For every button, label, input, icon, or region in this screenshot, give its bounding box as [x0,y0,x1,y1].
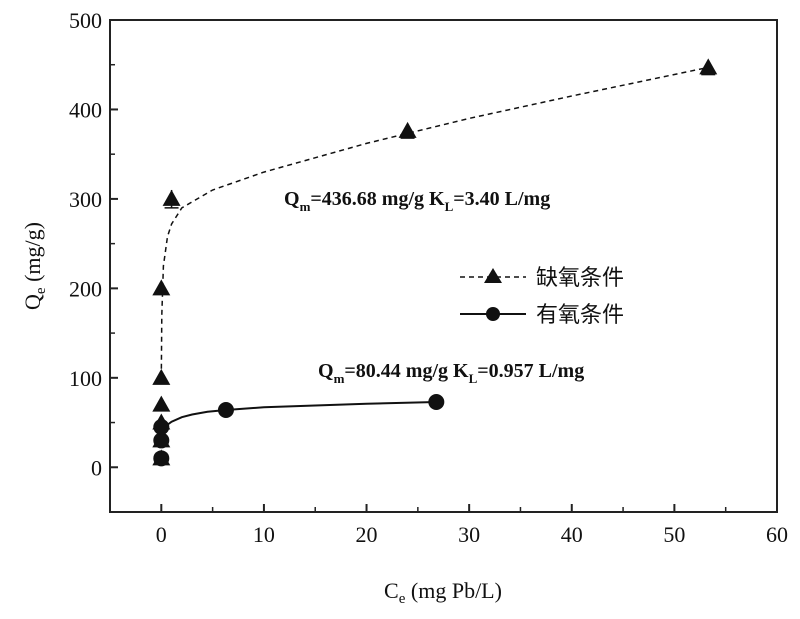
y-tick-label: 200 [69,276,102,301]
annotation-aerobic: Qm=80.44 mg/g KL=0.957 L/mg [318,360,584,386]
legend-label-anoxic: 缺氧条件 [536,265,624,290]
legend: 缺氧条件 有氧条件 [460,265,624,327]
data-point-aerobic [153,450,170,467]
x-tick-label: 50 [663,522,685,547]
x-tick-label: 60 [766,522,788,547]
data-point-anoxic [162,189,181,206]
y-tick-label: 0 [91,455,102,480]
data-point-aerobic [217,402,234,419]
y-tick-label: 400 [69,97,102,122]
x-tick-label: 20 [356,522,378,547]
legend-marker-anoxic [484,268,502,283]
x-tick-label: 40 [561,522,583,547]
x-tick-label: 10 [253,522,275,547]
y-tick-label: 300 [69,187,102,212]
data-point-aerobic [428,393,445,410]
x-axis-label: Ce (mg Pb/L) [384,578,502,607]
plot-frame [109,19,778,513]
data-point-anoxic [699,58,718,75]
data-point-anoxic [398,121,417,138]
y-axis-label: Qe (mg/g) [20,222,49,310]
legend-label-aerobic: 有氧条件 [536,302,624,327]
x-tick-label: 0 [156,522,167,547]
data-point-anoxic [152,279,171,296]
y-tick-label: 100 [69,366,102,391]
x-tick-label: 30 [458,522,480,547]
legend-marker-aerobic [486,307,500,321]
data-point-anoxic [152,395,171,412]
data-point-anoxic [152,368,171,385]
y-tick-label: 500 [69,8,102,33]
data-point-aerobic [153,432,170,449]
fit-curve-aerobic [163,401,437,428]
fit-curve-anoxic [160,66,709,378]
annotation-anoxic: Qm=436.68 mg/g KL=3.40 L/mg [284,188,550,214]
data-point-aerobic [153,419,170,436]
